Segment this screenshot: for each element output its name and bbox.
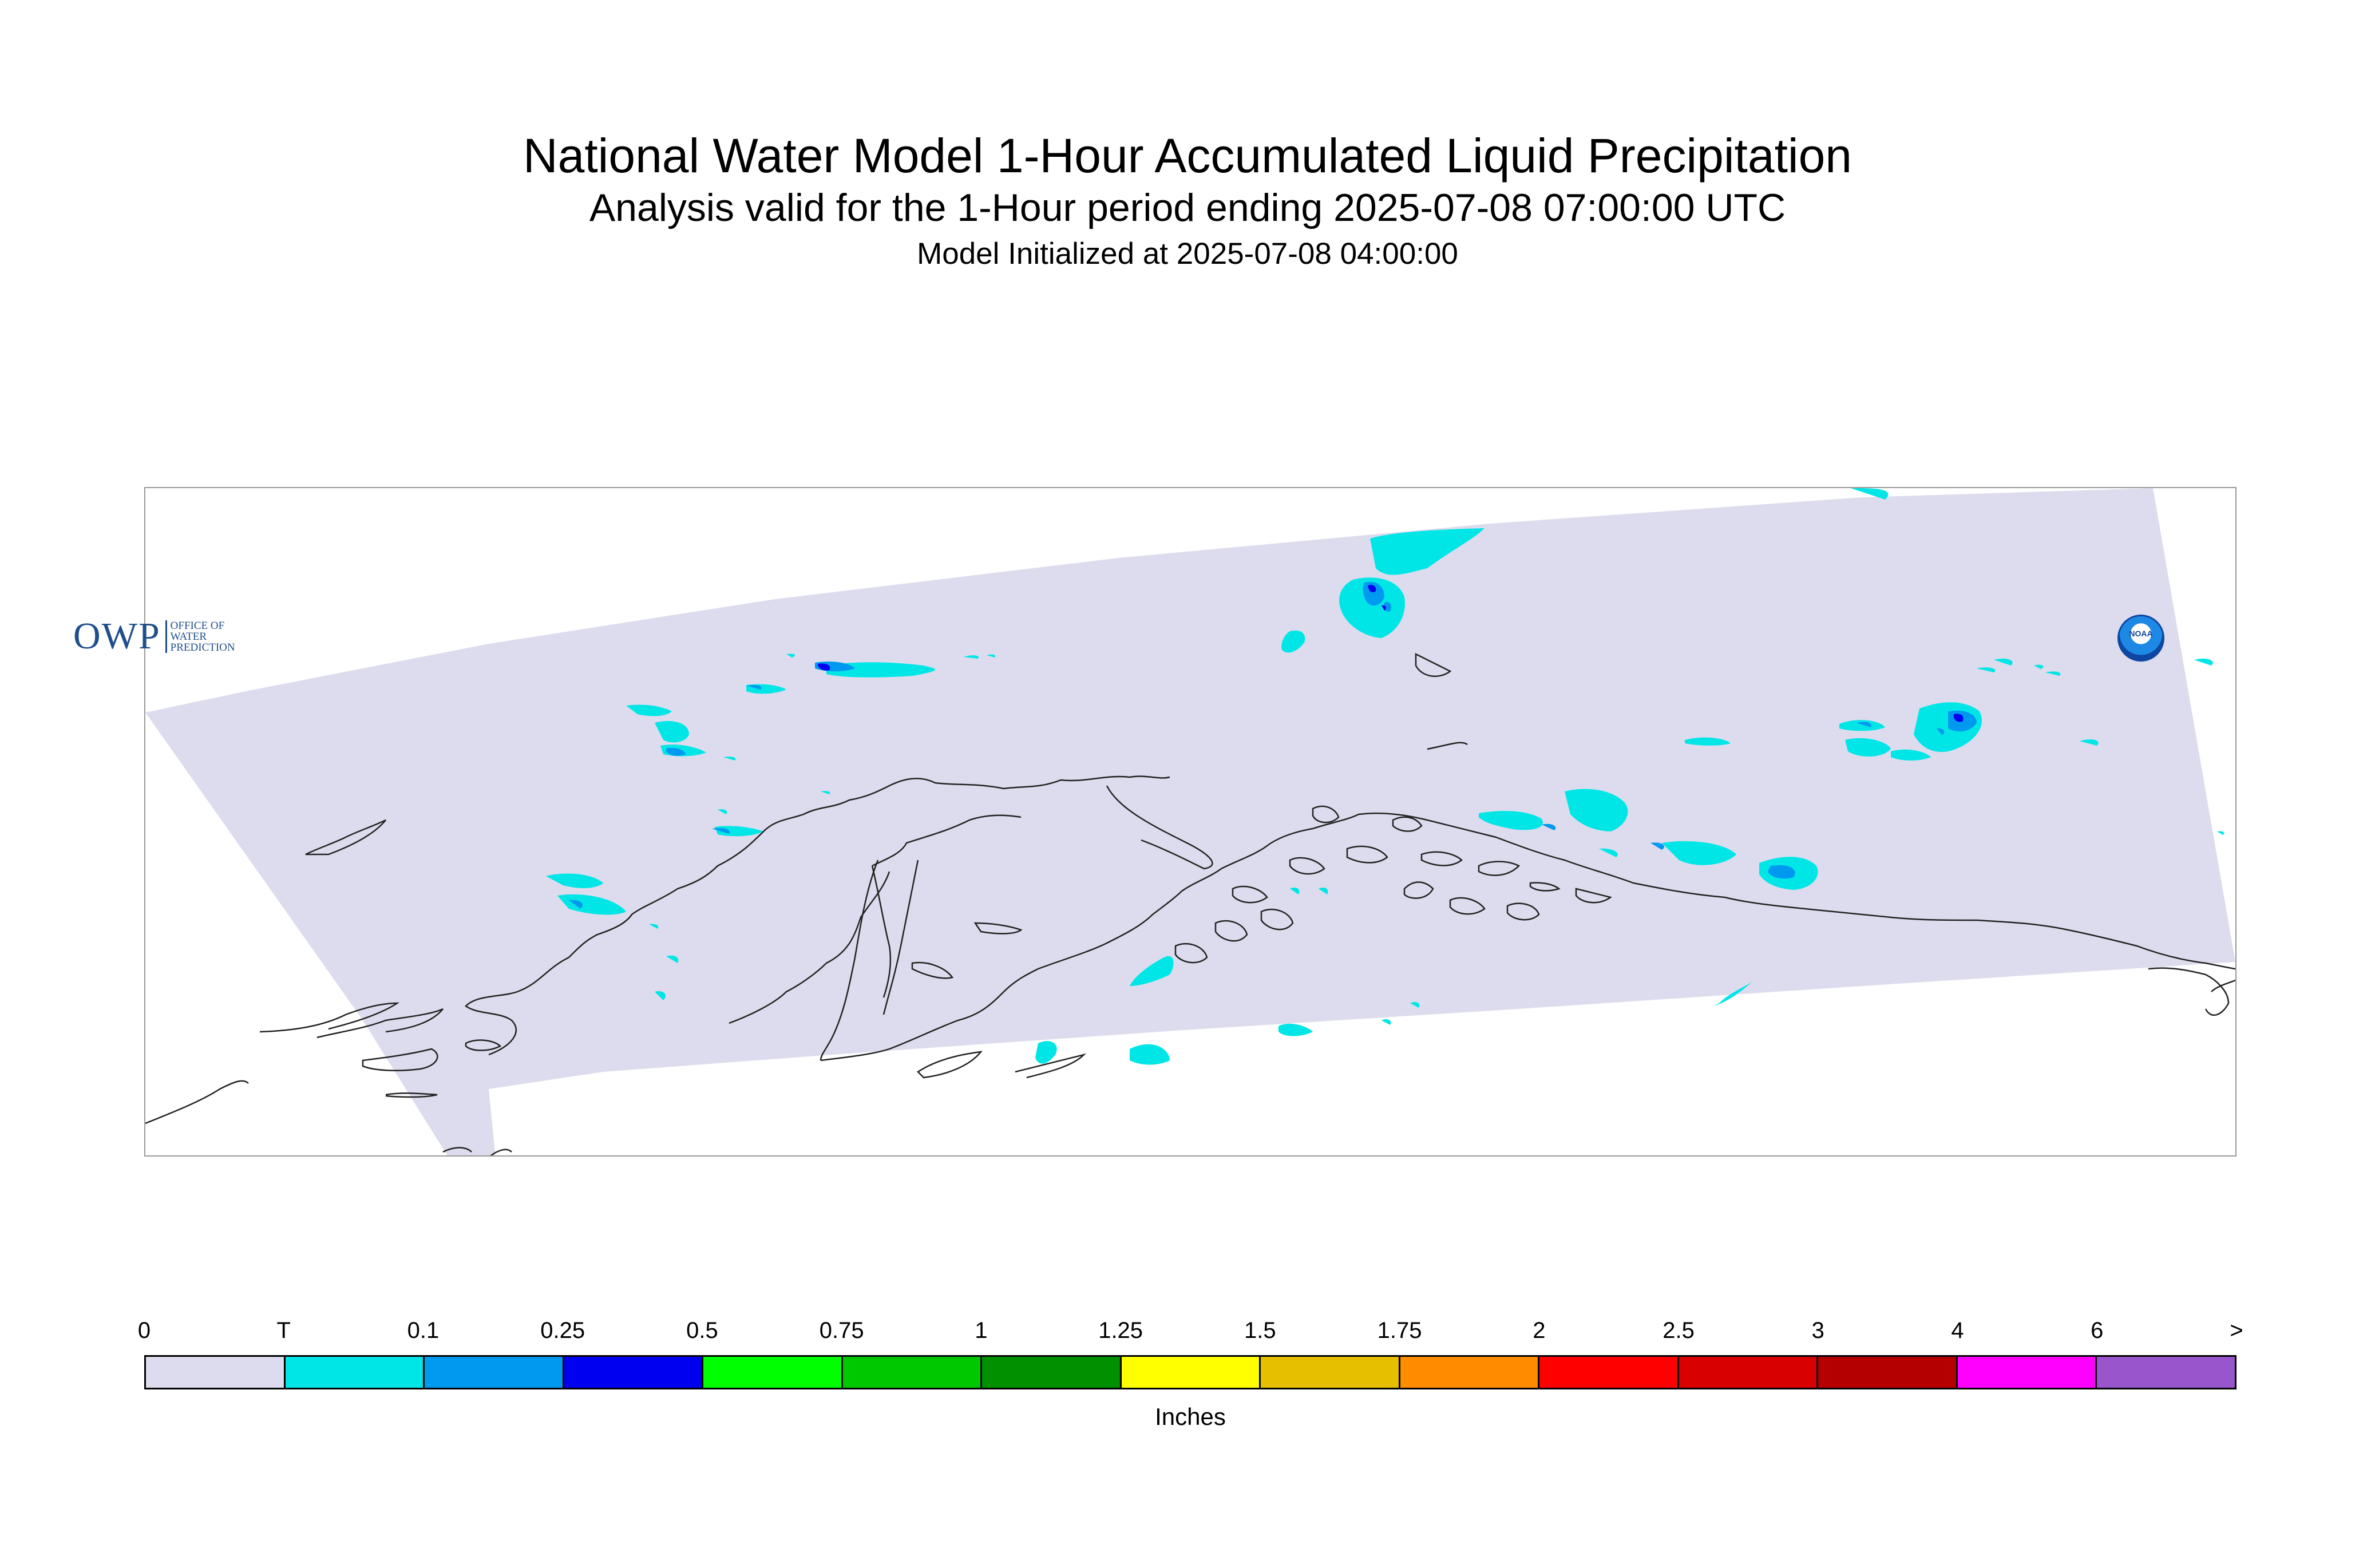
- owp-logo-subtitle: OFFICE OF WATER PREDICTION: [165, 620, 235, 653]
- legend-tick-label: 0.1: [407, 1318, 440, 1343]
- legend-tick-label: 1.25: [1098, 1318, 1143, 1343]
- legend-swatch-4: [703, 1357, 843, 1388]
- legend-swatch-14: [2097, 1357, 2235, 1388]
- owp-logo-line-3: PREDICTION: [170, 641, 235, 654]
- legend-tick-label: 0.5: [686, 1318, 718, 1343]
- model-domain: [145, 488, 2235, 1155]
- map-title: National Water Model 1-Hour Accumulated …: [522, 129, 1852, 183]
- owp-logo-mark: OWP: [73, 615, 161, 657]
- legend-tick-label: 3: [1811, 1318, 1824, 1343]
- map-subtitle: Analysis valid for the 1-Hour period end…: [589, 186, 1786, 229]
- legend-colorbar: [144, 1355, 2237, 1389]
- noaa-logo: NOAA: [2117, 615, 2164, 662]
- precip-moderate-areas: [818, 585, 1964, 722]
- legend-tick-label: 1.5: [1244, 1318, 1276, 1343]
- legend-swatch-1: [285, 1357, 425, 1388]
- legend-swatch-3: [564, 1357, 704, 1388]
- legend-swatch-9: [1400, 1357, 1540, 1388]
- legend-swatch-7: [1121, 1357, 1261, 1388]
- coastlines: [145, 652, 2235, 1155]
- legend-swatch-11: [1679, 1357, 1819, 1388]
- legend-tick-label: 1: [975, 1318, 988, 1343]
- legend-tick-label: 2: [1533, 1318, 1546, 1343]
- legend-tick-label: 1.75: [1377, 1318, 1422, 1343]
- precipitation-map: [144, 487, 2237, 1157]
- legend-tick-label: 0: [137, 1318, 151, 1343]
- legend-tick-label: 0.75: [819, 1318, 864, 1343]
- legend-tick-label: 0.25: [540, 1318, 585, 1343]
- legend-tick-label: 4: [1951, 1318, 1964, 1343]
- map-canvas: [145, 488, 2235, 1155]
- legend-swatch-12: [1818, 1357, 1958, 1388]
- color-legend: 0 T 0.1 0.25 0.5 0.75 1 1.25 1.5 1.75 2 2.5 3 4 6 > Inc…: [138, 1316, 2243, 1431]
- legend-units: Inches: [1155, 1403, 1226, 1430]
- legend-swatch-5: [842, 1357, 983, 1388]
- legend-tick-labels: 0 T 0.1 0.25 0.5 0.75 1 1.25 1.5 1.75 2 2.5 3 4 6 >: [138, 1316, 2243, 1351]
- model-init-line: Model Initialized at 2025-07-08 04:00:00: [917, 237, 1458, 271]
- legend-tick-label: >: [2230, 1318, 2243, 1343]
- noaa-logo-text: NOAA: [2129, 629, 2153, 638]
- legend-swatch-2: [425, 1357, 564, 1388]
- owp-logo: OWP OFFICE OF WATER PREDICTION: [73, 615, 235, 657]
- legend-swatch-0: [146, 1357, 286, 1388]
- legend-swatch-10: [1539, 1357, 1679, 1388]
- legend-tick-label: 2.5: [1662, 1318, 1695, 1343]
- legend-tick-label: 6: [2091, 1318, 2104, 1343]
- owp-logo-line-2: WATER: [170, 630, 207, 643]
- legend-swatch-8: [1261, 1357, 1400, 1388]
- legend-swatch-13: [1957, 1357, 2097, 1388]
- legend-swatch-6: [982, 1357, 1122, 1388]
- owp-logo-line-1: OFFICE OF: [170, 619, 225, 632]
- legend-tick-label: T: [276, 1318, 291, 1343]
